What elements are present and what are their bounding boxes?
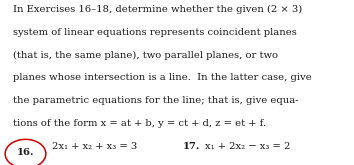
Text: 2x₁ + x₂ + x₃ = 3: 2x₁ + x₂ + x₃ = 3 (52, 142, 138, 151)
Text: x₁ + 2x₂ − x₃ = 2: x₁ + 2x₂ − x₃ = 2 (205, 142, 291, 151)
Text: tions of the form x = at + b, y = ct + d, z = et + f.: tions of the form x = at + b, y = ct + d… (13, 119, 267, 128)
Text: 16.: 16. (17, 148, 34, 157)
Text: system of linear equations represents coincident planes: system of linear equations represents co… (13, 28, 297, 37)
Text: the parametric equations for the line; that is, give equa-: the parametric equations for the line; t… (13, 96, 299, 105)
Text: 17.: 17. (182, 142, 200, 151)
Text: In Exercises 16–18, determine whether the given (2 × 3): In Exercises 16–18, determine whether th… (13, 5, 303, 14)
Text: planes whose intersection is a line.  In the latter case, give: planes whose intersection is a line. In … (13, 73, 312, 82)
Text: (that is, the same plane), two parallel planes, or two: (that is, the same plane), two parallel … (13, 50, 279, 60)
